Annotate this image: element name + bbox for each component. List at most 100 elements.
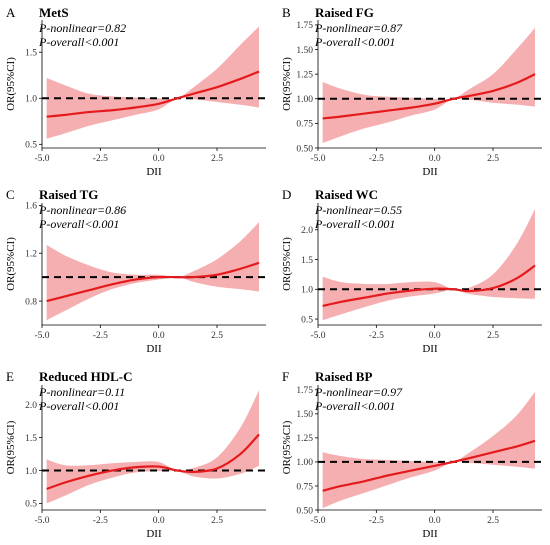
x-tick-label: 0.0	[153, 331, 165, 341]
p-nonlinear-label: P-nonlinear=0.11	[38, 385, 125, 399]
or-curve	[46, 70, 260, 118]
x-tick-label: -2.5	[369, 331, 384, 341]
y-tick-label: 0.5	[25, 500, 37, 510]
y-axis-title: OR(95%CI)	[281, 57, 293, 111]
x-tick-label: 2.5	[487, 331, 499, 341]
or-curve	[322, 73, 536, 120]
p-overall-label: P-overall<0.001	[314, 217, 395, 231]
confidence-band	[322, 208, 535, 321]
p-overall-label: P-overall<0.001	[38, 217, 119, 231]
x-tick-label: -2.5	[369, 516, 384, 526]
panel-letter: D	[282, 187, 291, 202]
p-nonlinear-label: P-nonlinear=0.82	[38, 21, 126, 35]
x-axis-title: DII	[422, 528, 438, 540]
y-axis-title: OR(95%CI)	[5, 420, 17, 474]
x-tick-label: -5.0	[34, 154, 49, 164]
panel-title: MetS	[39, 5, 69, 20]
x-tick-label: 2.5	[211, 331, 223, 341]
panel-letter: B	[282, 5, 291, 20]
panel-title: Raised WC	[315, 187, 378, 202]
x-tick-label: 2.5	[211, 516, 223, 526]
y-tick-label: 1.0	[301, 286, 313, 296]
x-tick-label: 0.0	[429, 331, 441, 341]
y-tick-label: 0.50	[296, 144, 313, 154]
x-tick-label: 2.5	[487, 154, 499, 164]
x-tick-label: -5.0	[34, 331, 49, 341]
panel-d: -5.0 -2.5 0.0 2.5 0.5 1.0 1.5 2.0 DII OR(95%CI) D R…	[281, 187, 542, 355]
p-overall-label: P-overall<0.001	[314, 35, 395, 49]
y-tick-label: 1.5	[25, 434, 37, 444]
or-curve	[46, 433, 260, 490]
y-tick-label: 1.5	[301, 256, 313, 266]
x-tick-label: 2.5	[211, 154, 223, 164]
confidence-band	[46, 390, 259, 504]
y-axis-title: OR(95%CI)	[5, 57, 17, 111]
x-tick-label: 0.0	[429, 154, 441, 164]
p-nonlinear-label: P-nonlinear=0.86	[38, 203, 126, 217]
y-tick-label: 1.00	[296, 458, 313, 468]
x-tick-label: 0.0	[153, 516, 165, 526]
x-axis-title: DII	[146, 528, 162, 540]
y-tick-label: 0.8	[25, 297, 37, 307]
p-overall-label: P-overall<0.001	[38, 35, 119, 49]
p-nonlinear-label: P-nonlinear=0.55	[314, 203, 402, 217]
y-tick-label: 1.5	[25, 49, 37, 59]
y-tick-label: 0.5	[25, 141, 37, 151]
y-tick-label: 1.75	[296, 386, 313, 396]
confidence-band	[46, 222, 259, 321]
panel-c: -5.0 -2.5 0.0 2.5 0.8 1.2 1.6 DII OR(95%CI) C Rais…	[5, 187, 266, 355]
x-tick-label: -2.5	[93, 516, 108, 526]
y-tick-label: 1.50	[296, 46, 313, 56]
x-axis-title: DII	[146, 166, 162, 178]
or-curve	[322, 439, 536, 492]
y-tick-label: 1.0	[25, 95, 37, 105]
y-tick-label: 1.50	[296, 410, 313, 420]
or-curve	[322, 264, 536, 308]
y-tick-label: 0.75	[296, 120, 313, 130]
y-tick-label: 1.25	[296, 434, 313, 444]
y-tick-label: 2.0	[25, 401, 37, 411]
x-tick-label: -2.5	[93, 154, 108, 164]
x-axis-title: DII	[146, 343, 162, 355]
y-axis-title: OR(95%CI)	[281, 420, 293, 474]
y-tick-label: 1.75	[296, 21, 313, 31]
y-tick-label: 0.50	[296, 506, 313, 516]
panel-letter: E	[6, 369, 14, 384]
x-tick-label: -2.5	[369, 154, 384, 164]
p-nonlinear-label: P-nonlinear=0.87	[314, 21, 403, 35]
panel-f: -5.0 -2.5 0.0 2.5 0.50 0.75 1.00 1.25 1.50 1.75 DI…	[281, 369, 542, 540]
panel-title: Raised BP	[315, 369, 372, 384]
y-axis-title: OR(95%CI)	[5, 237, 17, 291]
x-tick-label: 0.0	[153, 154, 165, 164]
y-tick-label: 0.5	[301, 315, 313, 325]
x-tick-label: -5.0	[34, 516, 49, 526]
x-axis-title: DII	[422, 166, 438, 178]
panel-letter: A	[6, 5, 16, 20]
panel-b: -5.0 -2.5 0.0 2.5 0.50 0.75 1.00 1.25 1.50 1.75 DI…	[281, 5, 542, 178]
x-axis-title: DII	[422, 343, 438, 355]
panel-title: Raised FG	[315, 5, 374, 20]
p-overall-label: P-overall<0.001	[314, 399, 395, 413]
y-tick-label: 1.2	[25, 250, 37, 260]
p-nonlinear-label: P-nonlinear=0.97	[314, 385, 403, 399]
panel-title: Raised TG	[39, 187, 98, 202]
x-tick-label: -5.0	[310, 331, 325, 341]
confidence-band	[322, 27, 535, 144]
or-curve	[46, 261, 260, 303]
y-tick-label: 0.75	[296, 482, 313, 492]
x-tick-label: 2.5	[487, 516, 499, 526]
y-tick-label: 1.00	[296, 95, 313, 105]
panel-letter: C	[6, 187, 15, 202]
x-tick-label: -5.0	[310, 516, 325, 526]
panel-letter: F	[282, 369, 289, 384]
y-tick-label: 1.6	[25, 202, 37, 212]
x-tick-label: -2.5	[93, 331, 108, 341]
panel-a: -5.0 -2.5 0.0 2.5 0.5 1.0 1.5 DII OR(95%CI) A MetS…	[5, 5, 266, 178]
y-tick-label: 2.0	[301, 226, 313, 236]
p-overall-label: P-overall<0.001	[38, 399, 119, 413]
x-tick-label: -5.0	[310, 154, 325, 164]
panel-title: Reduced HDL-C	[39, 369, 133, 384]
y-tick-label: 1.25	[296, 70, 313, 80]
y-tick-label: 1.0	[25, 467, 37, 477]
